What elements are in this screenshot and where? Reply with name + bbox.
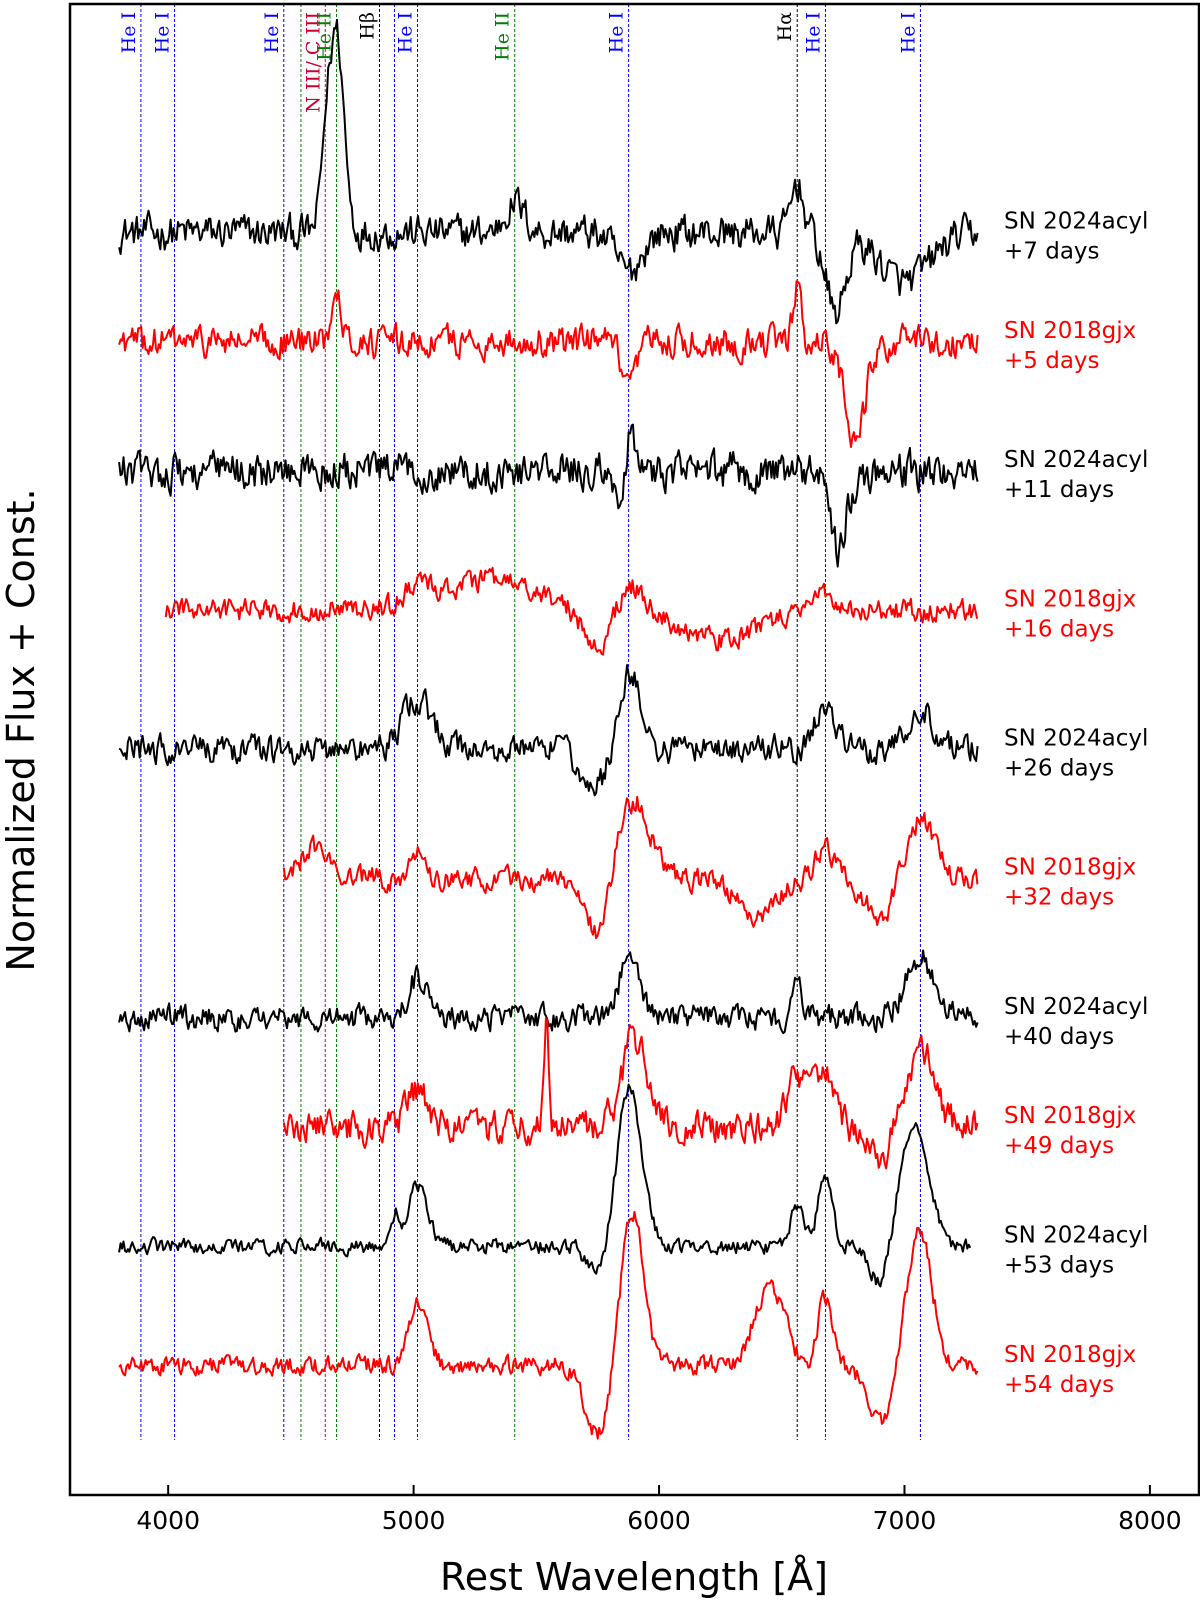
- y-axis-title: Normalized Flux + Const.: [0, 488, 43, 971]
- spectrum-line: [282, 795, 979, 940]
- spectrum-line: [118, 1210, 979, 1440]
- spectrum-line: [118, 664, 979, 797]
- line-id-label: He I: [152, 12, 174, 53]
- x-axis-title: Rest Wavelength [Å]: [440, 1555, 828, 1599]
- line-id-label: Hα: [774, 12, 796, 42]
- spectrum-name: SN 2018gjx: [1004, 1342, 1136, 1368]
- x-tick-label: 4000: [136, 1506, 200, 1535]
- plot-frame: [68, 2, 1200, 1497]
- line-id-label: He II: [314, 12, 336, 61]
- spectrum-epoch: +16 days: [1004, 616, 1114, 642]
- spectrum-line: [118, 280, 979, 448]
- line-id-label: He I: [261, 12, 283, 53]
- spectrum-epoch: +40 days: [1004, 1024, 1114, 1050]
- spectrum-line: [164, 566, 979, 656]
- line-id-label: He II: [492, 12, 514, 61]
- spectrum-epoch: +49 days: [1004, 1133, 1114, 1159]
- spectrum-name: SN 2018gjx: [1004, 586, 1136, 612]
- spectrum-epoch: +53 days: [1004, 1253, 1114, 1279]
- line-id-label: He I: [118, 12, 140, 53]
- x-axis-ticks: 4000 5000 6000 7000 8000: [136, 1485, 1182, 1535]
- spectrum-epoch: +26 days: [1004, 756, 1114, 782]
- spectrum-line: [118, 423, 979, 568]
- spectrum-epoch: +5 days: [1004, 348, 1100, 374]
- spectra-series: [118, 18, 979, 1440]
- spectrum-name: SN 2018gjx: [1004, 318, 1136, 344]
- x-tick-label: 7000: [873, 1506, 937, 1535]
- line-id-label: Hβ: [356, 12, 378, 40]
- spectrum-name: SN 2024acyl: [1004, 1223, 1148, 1249]
- spectrum-epoch: +32 days: [1004, 885, 1114, 911]
- spectrum-name: SN 2024acyl: [1004, 994, 1148, 1020]
- spectrum-line: [118, 18, 979, 325]
- spectrum-epoch: +11 days: [1004, 477, 1114, 503]
- spectrum-line: [118, 1083, 972, 1288]
- line-id-label: He I: [606, 12, 628, 53]
- spectrum-epoch: +54 days: [1004, 1372, 1114, 1398]
- spectrum-name: SN 2018gjx: [1004, 855, 1136, 881]
- spectrum-name: SN 2024acyl: [1004, 447, 1148, 473]
- spectrum-name: SN 2024acyl: [1004, 209, 1148, 235]
- spectrum-name: SN 2018gjx: [1004, 1103, 1136, 1129]
- line-id-label: N III/ C III: [302, 12, 324, 113]
- spectrum-name: SN 2024acyl: [1004, 726, 1148, 752]
- line-id-label: He I: [802, 12, 824, 53]
- line-id-markers: [140, 4, 921, 1440]
- x-tick-label: 5000: [382, 1506, 446, 1535]
- spectrum-labels: SN 2024acyl +7 days SN 2018gjx +5 days SN 20…: [1004, 209, 1148, 1398]
- spectrum-line: [282, 1017, 979, 1170]
- line-id-label: He I: [897, 12, 919, 53]
- x-tick-label: 8000: [1118, 1506, 1182, 1535]
- spectrum-epoch: +7 days: [1004, 239, 1100, 265]
- x-tick-label: 6000: [627, 1506, 691, 1535]
- line-id-label: He I: [395, 12, 417, 53]
